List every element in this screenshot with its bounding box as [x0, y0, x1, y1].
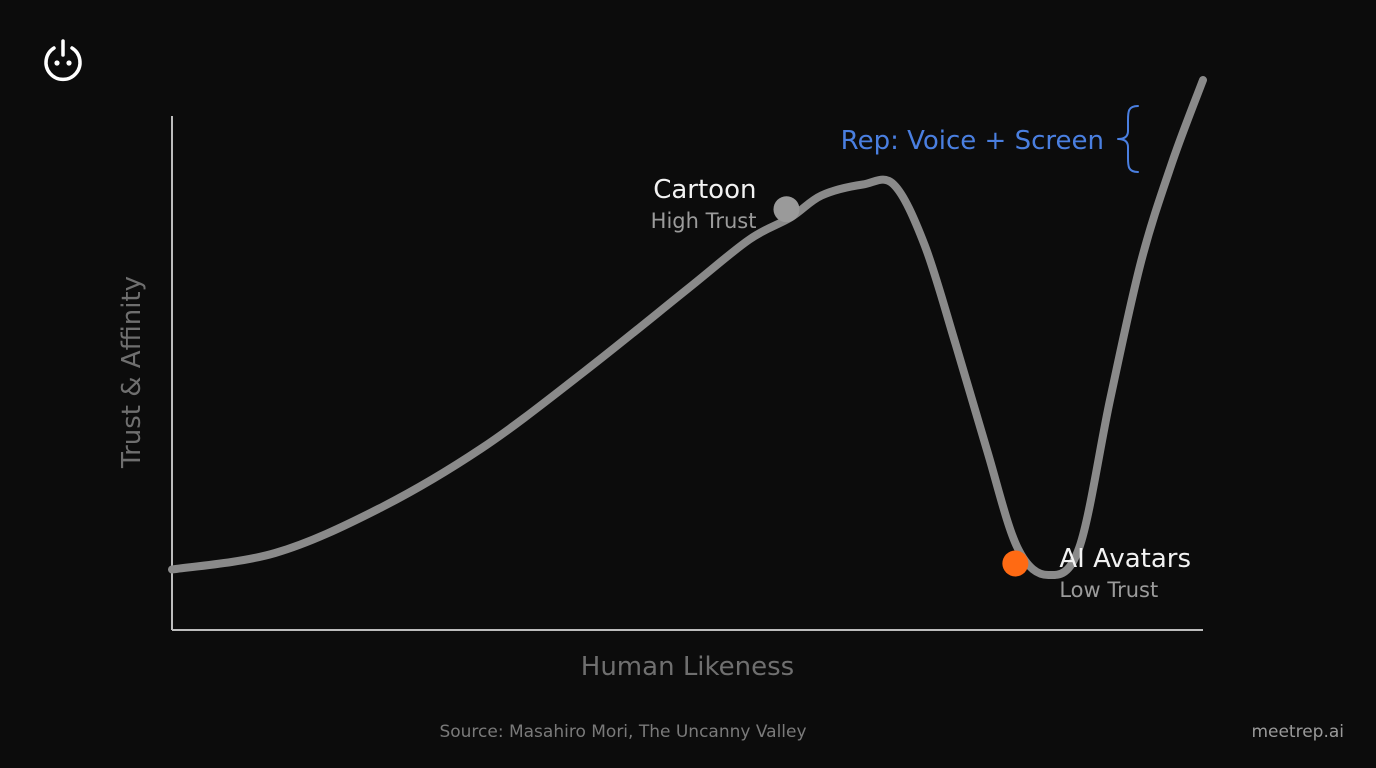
ai-avatars-sublabel: Low Trust	[1059, 578, 1158, 602]
rep-annotation-label: Rep: Voice + Screen	[841, 126, 1104, 156]
power-face-icon	[44, 39, 82, 82]
trust-affinity-curve	[168, 76, 1207, 580]
ai-avatars-label: AI Avatars	[1059, 544, 1191, 574]
x-axis-label: Human Likeness	[581, 652, 794, 682]
brace-icon	[1117, 105, 1139, 173]
ai-avatars-point	[1002, 550, 1029, 577]
source-caption: Source: Masahiro Mori, The Uncanny Valle…	[439, 722, 807, 742]
y-axis-label: Trust & Affinity	[117, 276, 147, 469]
cartoon-sublabel: High Trust	[651, 209, 757, 233]
brand-link[interactable]: meetrep.ai	[1251, 722, 1344, 742]
cartoon-label: Cartoon	[653, 175, 756, 205]
cartoon-point	[773, 196, 800, 223]
